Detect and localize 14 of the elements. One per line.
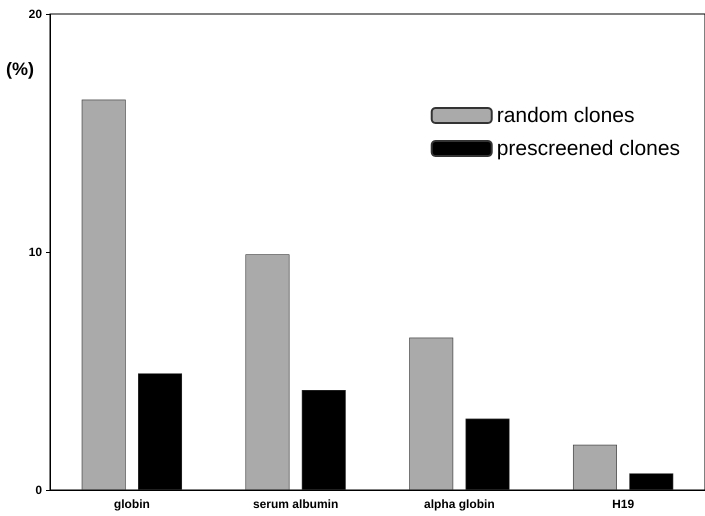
bar [572,444,617,490]
y-tick-label: 10 [28,245,42,259]
x-tick-label: H19 [612,497,634,511]
x-tick-label: serum albumin [252,497,338,511]
y-tick-label: 20 [28,7,42,21]
x-tick-label: alpha globin [424,497,495,511]
y-tick-label: 0 [35,483,42,497]
x-tick-label: globin [114,497,150,511]
bar [82,100,126,490]
legend-label: prescreened clones [496,137,680,160]
legend-label: random clones [496,104,634,127]
bar [409,338,454,490]
y-axis-title: (%) [6,59,34,79]
bar [245,254,290,490]
